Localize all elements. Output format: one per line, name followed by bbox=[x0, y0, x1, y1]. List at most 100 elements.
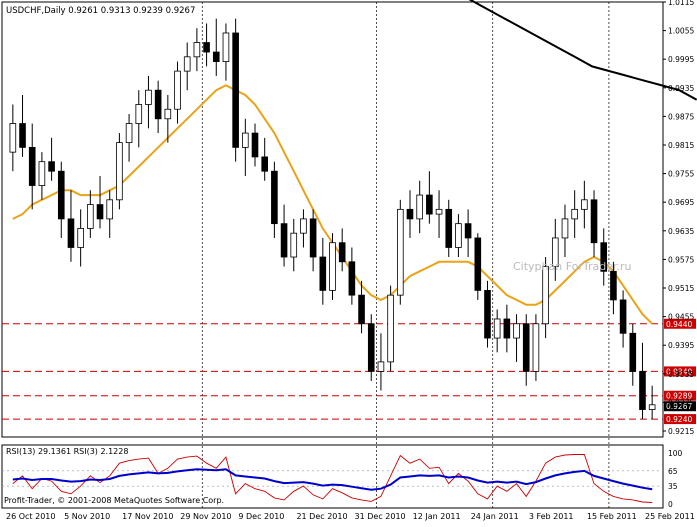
y-tick-label: 0.9995 bbox=[668, 55, 694, 64]
candle-body bbox=[164, 108, 172, 120]
candle-body bbox=[551, 237, 559, 267]
candle bbox=[164, 94, 172, 143]
candle-body bbox=[135, 104, 143, 124]
ma-slow-line bbox=[468, 0, 697, 101]
x-tick-label: 29 Nov 2010 bbox=[180, 512, 231, 521]
y-tick-label: 0.9875 bbox=[668, 112, 694, 121]
x-tick-label: 26 Oct 2010 bbox=[6, 512, 55, 521]
candle bbox=[358, 280, 365, 334]
rsi-series-line bbox=[12, 468, 653, 491]
candle bbox=[610, 261, 617, 315]
candle bbox=[503, 304, 511, 353]
y-tick-label: 1.0055 bbox=[668, 27, 694, 36]
x-tick-label: 24 Jan 2011 bbox=[471, 512, 519, 521]
candle-body bbox=[445, 208, 453, 248]
candle bbox=[581, 180, 588, 229]
price-level-tag bbox=[664, 414, 696, 425]
candle-body bbox=[96, 204, 104, 220]
candle-body bbox=[300, 218, 307, 234]
candle bbox=[271, 161, 278, 238]
candle-body bbox=[329, 242, 336, 291]
candle-body bbox=[106, 199, 114, 220]
candle-body bbox=[251, 132, 259, 158]
candle bbox=[154, 80, 162, 134]
candle bbox=[426, 171, 433, 224]
x-tick-label: 5 Nov 2010 bbox=[64, 512, 110, 521]
current-price-label: 0.9267 bbox=[666, 402, 692, 411]
price-level-tag bbox=[664, 366, 696, 377]
candle-body bbox=[435, 208, 443, 215]
candle bbox=[290, 218, 298, 272]
candle-body bbox=[396, 208, 404, 296]
candle-body bbox=[648, 404, 656, 410]
grid-layer bbox=[1, 1, 664, 509]
candle-body bbox=[319, 256, 327, 291]
candle bbox=[464, 209, 472, 258]
candle-body bbox=[619, 299, 627, 334]
candle-body bbox=[358, 294, 365, 325]
candle-body bbox=[116, 142, 123, 201]
candle bbox=[261, 137, 268, 181]
candle bbox=[484, 280, 491, 348]
x-tick-label: 17 Nov 2010 bbox=[122, 512, 173, 521]
candle bbox=[338, 228, 346, 272]
y-tick-label: 0.9455 bbox=[668, 313, 694, 322]
candle bbox=[348, 247, 356, 305]
candle bbox=[561, 204, 569, 258]
candle bbox=[19, 94, 26, 157]
candle-body bbox=[474, 237, 482, 291]
candle bbox=[77, 209, 84, 267]
candle-body bbox=[38, 161, 46, 186]
candle-body bbox=[87, 204, 94, 229]
y-tick-label: 0.9635 bbox=[668, 227, 694, 236]
candle-body bbox=[28, 146, 36, 186]
candle bbox=[38, 152, 46, 200]
candle bbox=[329, 233, 336, 300]
y-tick-label: 1.0115 bbox=[668, 0, 694, 7]
levels-layer: 0.9440 0.9340 0.9289 0.9240 0.9267 bbox=[2, 318, 696, 425]
candle bbox=[28, 123, 36, 210]
candle-body bbox=[9, 123, 17, 153]
y-tick-label: 0.9695 bbox=[668, 198, 694, 207]
candle-body bbox=[629, 332, 637, 372]
rsi-layer bbox=[2, 454, 663, 503]
candle-body bbox=[338, 242, 346, 263]
candle bbox=[493, 309, 501, 353]
candle bbox=[57, 161, 65, 238]
current-price-tag bbox=[664, 401, 696, 412]
candle bbox=[96, 175, 104, 229]
rsi-label: RSI(13) 29.1361 RSI(3) 2.1228 bbox=[6, 447, 128, 456]
axis-layer: 26 Oct 2010 5 Nov 2010 17 Nov 2010 29 Nov 2… bbox=[6, 0, 695, 521]
candle bbox=[377, 333, 385, 391]
x-tick-label: 12 Jan 2011 bbox=[413, 512, 461, 521]
candle-body bbox=[542, 266, 549, 325]
candle bbox=[251, 123, 259, 167]
candle bbox=[9, 104, 17, 172]
candle bbox=[174, 61, 181, 124]
candle-body bbox=[532, 323, 540, 372]
candle bbox=[309, 209, 317, 272]
candle bbox=[280, 204, 288, 267]
candle bbox=[222, 23, 230, 81]
candle bbox=[300, 209, 307, 248]
candle-body bbox=[183, 56, 191, 72]
candle-body bbox=[222, 32, 230, 62]
candle bbox=[48, 137, 55, 181]
price-level-label: 0.9340 bbox=[666, 367, 692, 376]
candle bbox=[203, 23, 210, 67]
candle bbox=[474, 233, 482, 300]
candle-body bbox=[309, 218, 317, 258]
candle-body bbox=[639, 371, 646, 410]
candle-body bbox=[600, 242, 608, 272]
candle-body bbox=[261, 156, 268, 172]
x-tick-label: 31 Dec 2010 bbox=[355, 512, 406, 521]
candle-body bbox=[590, 199, 598, 244]
y-tick-label: 0.9215 bbox=[668, 427, 694, 436]
candle bbox=[406, 190, 414, 238]
candle-body bbox=[387, 294, 394, 363]
candle bbox=[590, 190, 598, 258]
x-tick-label: 21 Dec 2010 bbox=[296, 512, 347, 521]
candle bbox=[212, 18, 220, 76]
